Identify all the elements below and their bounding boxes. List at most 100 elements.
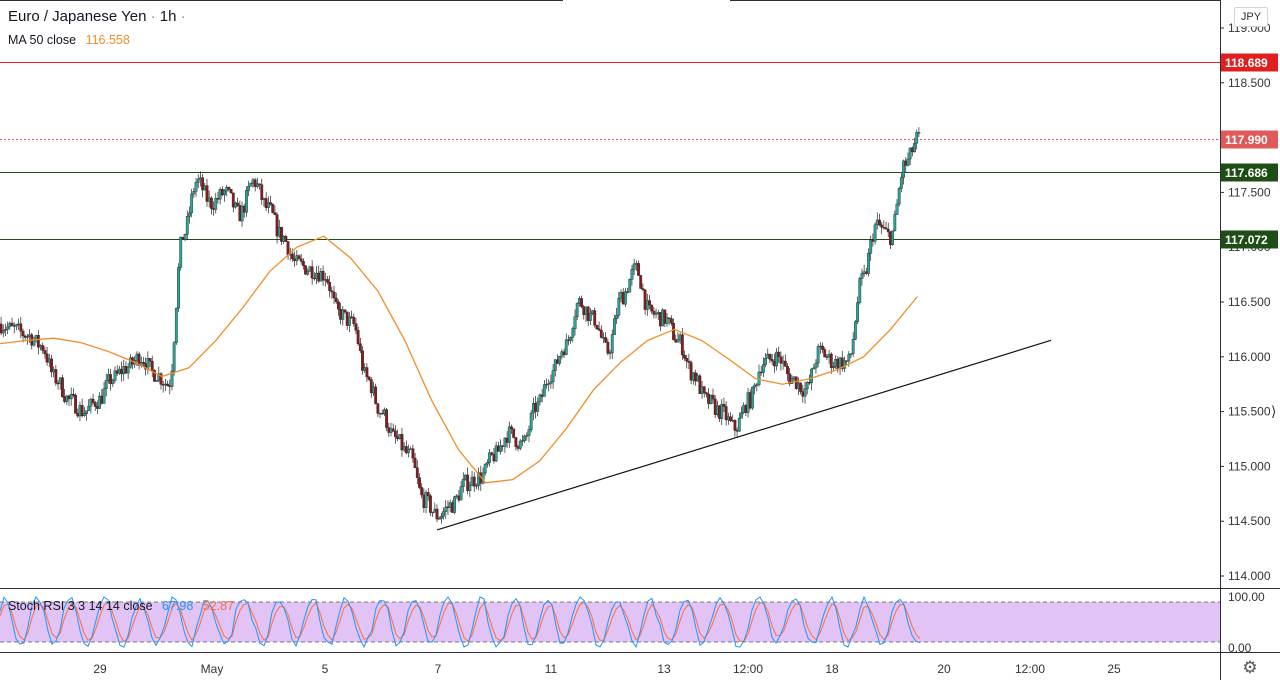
time-tick-label: 12:00	[1015, 662, 1045, 676]
candle	[255, 177, 259, 189]
candle	[393, 425, 397, 444]
candle-body	[177, 267, 180, 309]
candle	[891, 230, 895, 246]
candle	[10, 317, 14, 327]
candle-body	[764, 357, 767, 365]
candle-body	[803, 388, 807, 397]
candle-body	[880, 224, 884, 228]
ma-label: MA 50 close	[8, 33, 77, 47]
candle-body	[393, 430, 397, 438]
gear-icon[interactable]: ⚙	[1242, 658, 1258, 677]
candle	[810, 367, 813, 391]
candle	[485, 459, 489, 468]
candle-body	[418, 477, 421, 488]
candle-body	[255, 183, 259, 187]
candle	[663, 309, 667, 327]
candle	[407, 444, 410, 458]
candle	[91, 393, 95, 405]
candle-body	[518, 440, 522, 449]
candle	[137, 351, 141, 370]
candle-body	[823, 349, 827, 358]
candle-body	[485, 462, 489, 465]
candle	[142, 357, 145, 367]
candle-body	[547, 383, 551, 385]
candle	[413, 452, 417, 469]
candle	[608, 349, 612, 360]
candle	[803, 381, 807, 404]
candle-body	[0, 323, 3, 334]
candle	[575, 302, 579, 321]
candle-body	[525, 435, 529, 437]
candle	[209, 196, 213, 215]
candle-body	[724, 406, 728, 421]
moving-average-line	[0, 235, 918, 484]
candle	[459, 480, 463, 501]
candle-body	[413, 457, 417, 469]
candle-body	[188, 212, 191, 217]
candle	[192, 188, 196, 198]
candle-body	[847, 354, 851, 362]
candle	[768, 353, 772, 364]
candle	[429, 493, 432, 516]
candle	[783, 354, 787, 367]
candle	[326, 275, 329, 285]
candle	[253, 177, 257, 192]
candle-body	[299, 258, 303, 262]
candle	[150, 355, 154, 378]
currency-badge[interactable]: JPY	[1234, 7, 1268, 27]
candle	[906, 152, 910, 167]
candle-body	[538, 394, 542, 403]
moving-average	[0, 235, 918, 484]
candle	[720, 399, 724, 425]
candle	[698, 373, 702, 395]
candle-body	[280, 226, 283, 242]
candle-body	[599, 329, 603, 338]
candle	[109, 368, 113, 391]
candle	[512, 428, 516, 439]
candle-body	[326, 279, 329, 283]
candle-body	[595, 324, 599, 330]
candle-body	[632, 263, 636, 270]
candle-body	[25, 335, 29, 338]
candle-body	[593, 310, 597, 326]
candle	[183, 233, 187, 242]
candle	[613, 314, 616, 335]
candle	[177, 263, 180, 312]
candle-body	[301, 261, 305, 266]
stoch-rsi-legend[interactable]: Stoch RSI 3 3 14 14 close 67.98 52.87	[8, 599, 234, 613]
candle	[494, 441, 498, 462]
chart-legend: Euro / Japanese Yen · 1h · MA 50 close 1…	[8, 8, 186, 49]
time-tick-label: 7	[435, 662, 442, 676]
candle-body	[240, 205, 244, 222]
axis-drag-handle-icon[interactable]: ⟩	[1271, 403, 1277, 419]
candle	[597, 321, 601, 332]
candle	[258, 183, 261, 190]
candle-body	[174, 307, 178, 343]
candle	[588, 308, 592, 326]
candle	[435, 504, 439, 523]
candle-body	[192, 191, 196, 195]
candle-body	[352, 317, 356, 324]
candle-body	[91, 398, 95, 403]
candle-body	[488, 452, 491, 463]
candle	[69, 387, 73, 406]
candle	[468, 481, 472, 498]
candle-body	[297, 255, 301, 260]
candle-body	[201, 177, 205, 191]
candle	[113, 366, 117, 384]
candle-body	[558, 356, 562, 364]
symbol-title[interactable]: Euro / Japanese Yen · 1h ·	[8, 8, 186, 25]
candle	[825, 354, 829, 360]
trendline	[436, 339, 1052, 531]
candle-body	[420, 487, 424, 496]
candle	[466, 467, 470, 495]
ma-legend[interactable]: MA 50 close 116.558	[8, 33, 130, 47]
candle	[205, 178, 209, 207]
candle	[665, 313, 669, 327]
candle	[856, 296, 859, 324]
candle	[761, 357, 765, 378]
candle	[917, 127, 921, 137]
candle-body	[41, 345, 45, 351]
price-level-label: 117.990	[1225, 133, 1268, 147]
